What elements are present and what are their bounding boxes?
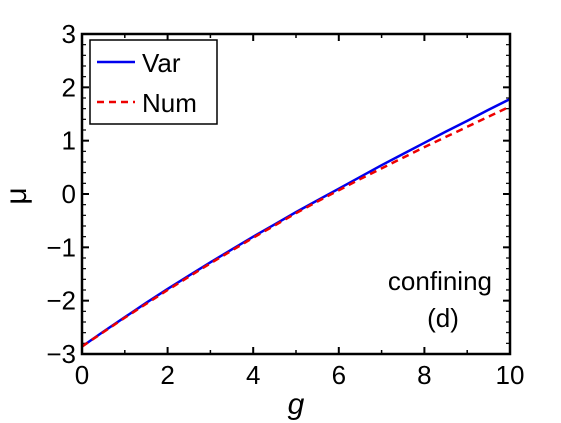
x-tick-label: 4	[246, 360, 260, 390]
plot-frame	[80, 32, 512, 356]
y-tick-label: 1	[62, 126, 76, 156]
x-tick-label: 6	[332, 360, 346, 390]
annotation-panel-label: (d)	[427, 303, 459, 333]
legend: Var Num	[89, 39, 218, 125]
annotation-confining: confining	[388, 266, 492, 296]
x-tick-label: 2	[160, 360, 174, 390]
y-tick-label: 0	[62, 179, 76, 209]
y-tick-label: 3	[62, 19, 76, 49]
y-tick-label: −1	[46, 232, 76, 262]
legend-label-var: Var	[142, 48, 181, 78]
y-axis-label: μ	[0, 187, 33, 204]
x-tick-label: 0	[75, 360, 89, 390]
x-tick-label: 10	[496, 360, 525, 390]
legend-box	[89, 39, 218, 125]
legend-label-num: Num	[142, 88, 197, 118]
x-tick-label: 8	[417, 360, 431, 390]
y-tick-label: −2	[46, 286, 76, 316]
y-tick-label: 2	[62, 72, 76, 102]
x-axis-label: g	[288, 388, 305, 421]
series-line-num	[81, 105, 511, 348]
y-tick-label: −3	[46, 339, 76, 369]
